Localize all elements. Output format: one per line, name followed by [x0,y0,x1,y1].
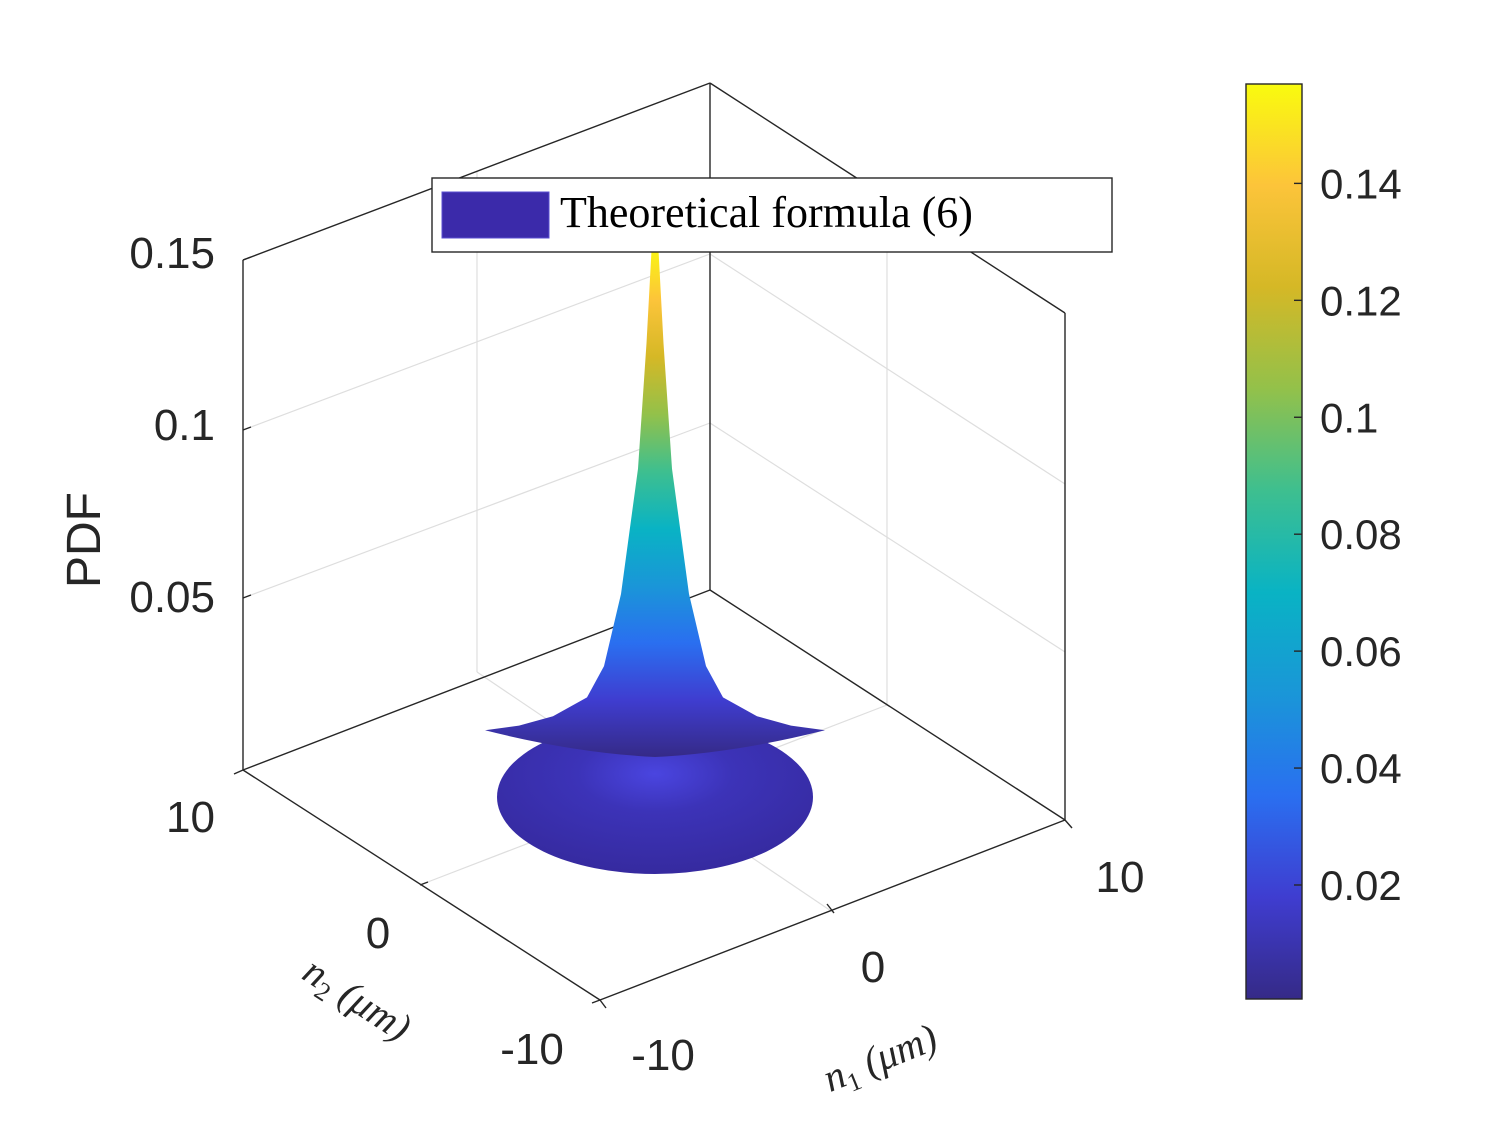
box-edge [242,82,711,261]
x-tick-mark [826,903,835,914]
z-tick-mark [242,426,252,431]
z-tick-labels: 0.05 0.1 0.15 [129,229,215,622]
colorbar-ticks: 0.02 0.04 0.06 0.08 0.1 0.12 0.14 [1294,160,1402,909]
tick-marks [233,256,1073,1009]
y-tick-mark [233,769,244,775]
x-tick-labels: -10 0 10 [631,853,1144,1080]
colorbar: 0.02 0.04 0.06 0.08 0.1 0.12 0.14 [1245,83,1402,1000]
colorbar-tick-label: 0.08 [1320,511,1402,558]
legend-label: Theoretical formula (6) [560,188,973,237]
y-tick-mark [419,881,429,886]
colorbar-tick-label: 0.12 [1320,277,1402,324]
x-tick-label: 0 [861,943,885,992]
x-tick-label: -10 [631,1031,695,1080]
y-tick-labels: 10 0 -10 [166,793,564,1074]
x-tick-mark [599,999,607,1009]
colorbar-tick-label: 0.02 [1320,862,1402,909]
colorbar-tick-label: 0.04 [1320,745,1402,792]
surface-base-disc [497,720,813,874]
z-tick-label: 0.15 [129,229,215,278]
z-tick-label: 0.1 [154,401,215,450]
y-tick-mark [591,999,601,1004]
plot-area: 0.05 0.1 0.15 10 0 -10 -10 0 10 PDF n1 (… [58,82,1144,1105]
colorbar-fill [1245,83,1303,1000]
legend[interactable]: Theoretical formula (6) [431,177,1113,253]
y-tick-label: 10 [166,793,215,842]
colorbar-tick-label: 0.06 [1320,628,1402,675]
x-tick-mark [1064,819,1073,829]
z-tick-label: 0.05 [129,573,215,622]
colorbar-tick-label: 0.14 [1320,160,1402,207]
x-tick-label: 10 [1096,853,1145,902]
z-tick-mark [242,594,252,599]
legend-swatch [441,191,550,239]
y-tick-label: -10 [500,1025,564,1074]
y-axis-label: n2 (μm) [293,948,420,1055]
surface-peak [485,243,825,758]
x-axis-label-unit: (μm) [856,1014,943,1084]
z-axis-label: PDF [58,492,111,588]
x-axis-label: n1 (μm) [817,1014,946,1105]
colorbar-tick-label: 0.1 [1320,394,1378,441]
y-tick-label: 0 [366,909,390,958]
z-tick-mark [242,256,252,261]
pdf-surface [485,243,825,874]
box-edge [709,589,1066,821]
